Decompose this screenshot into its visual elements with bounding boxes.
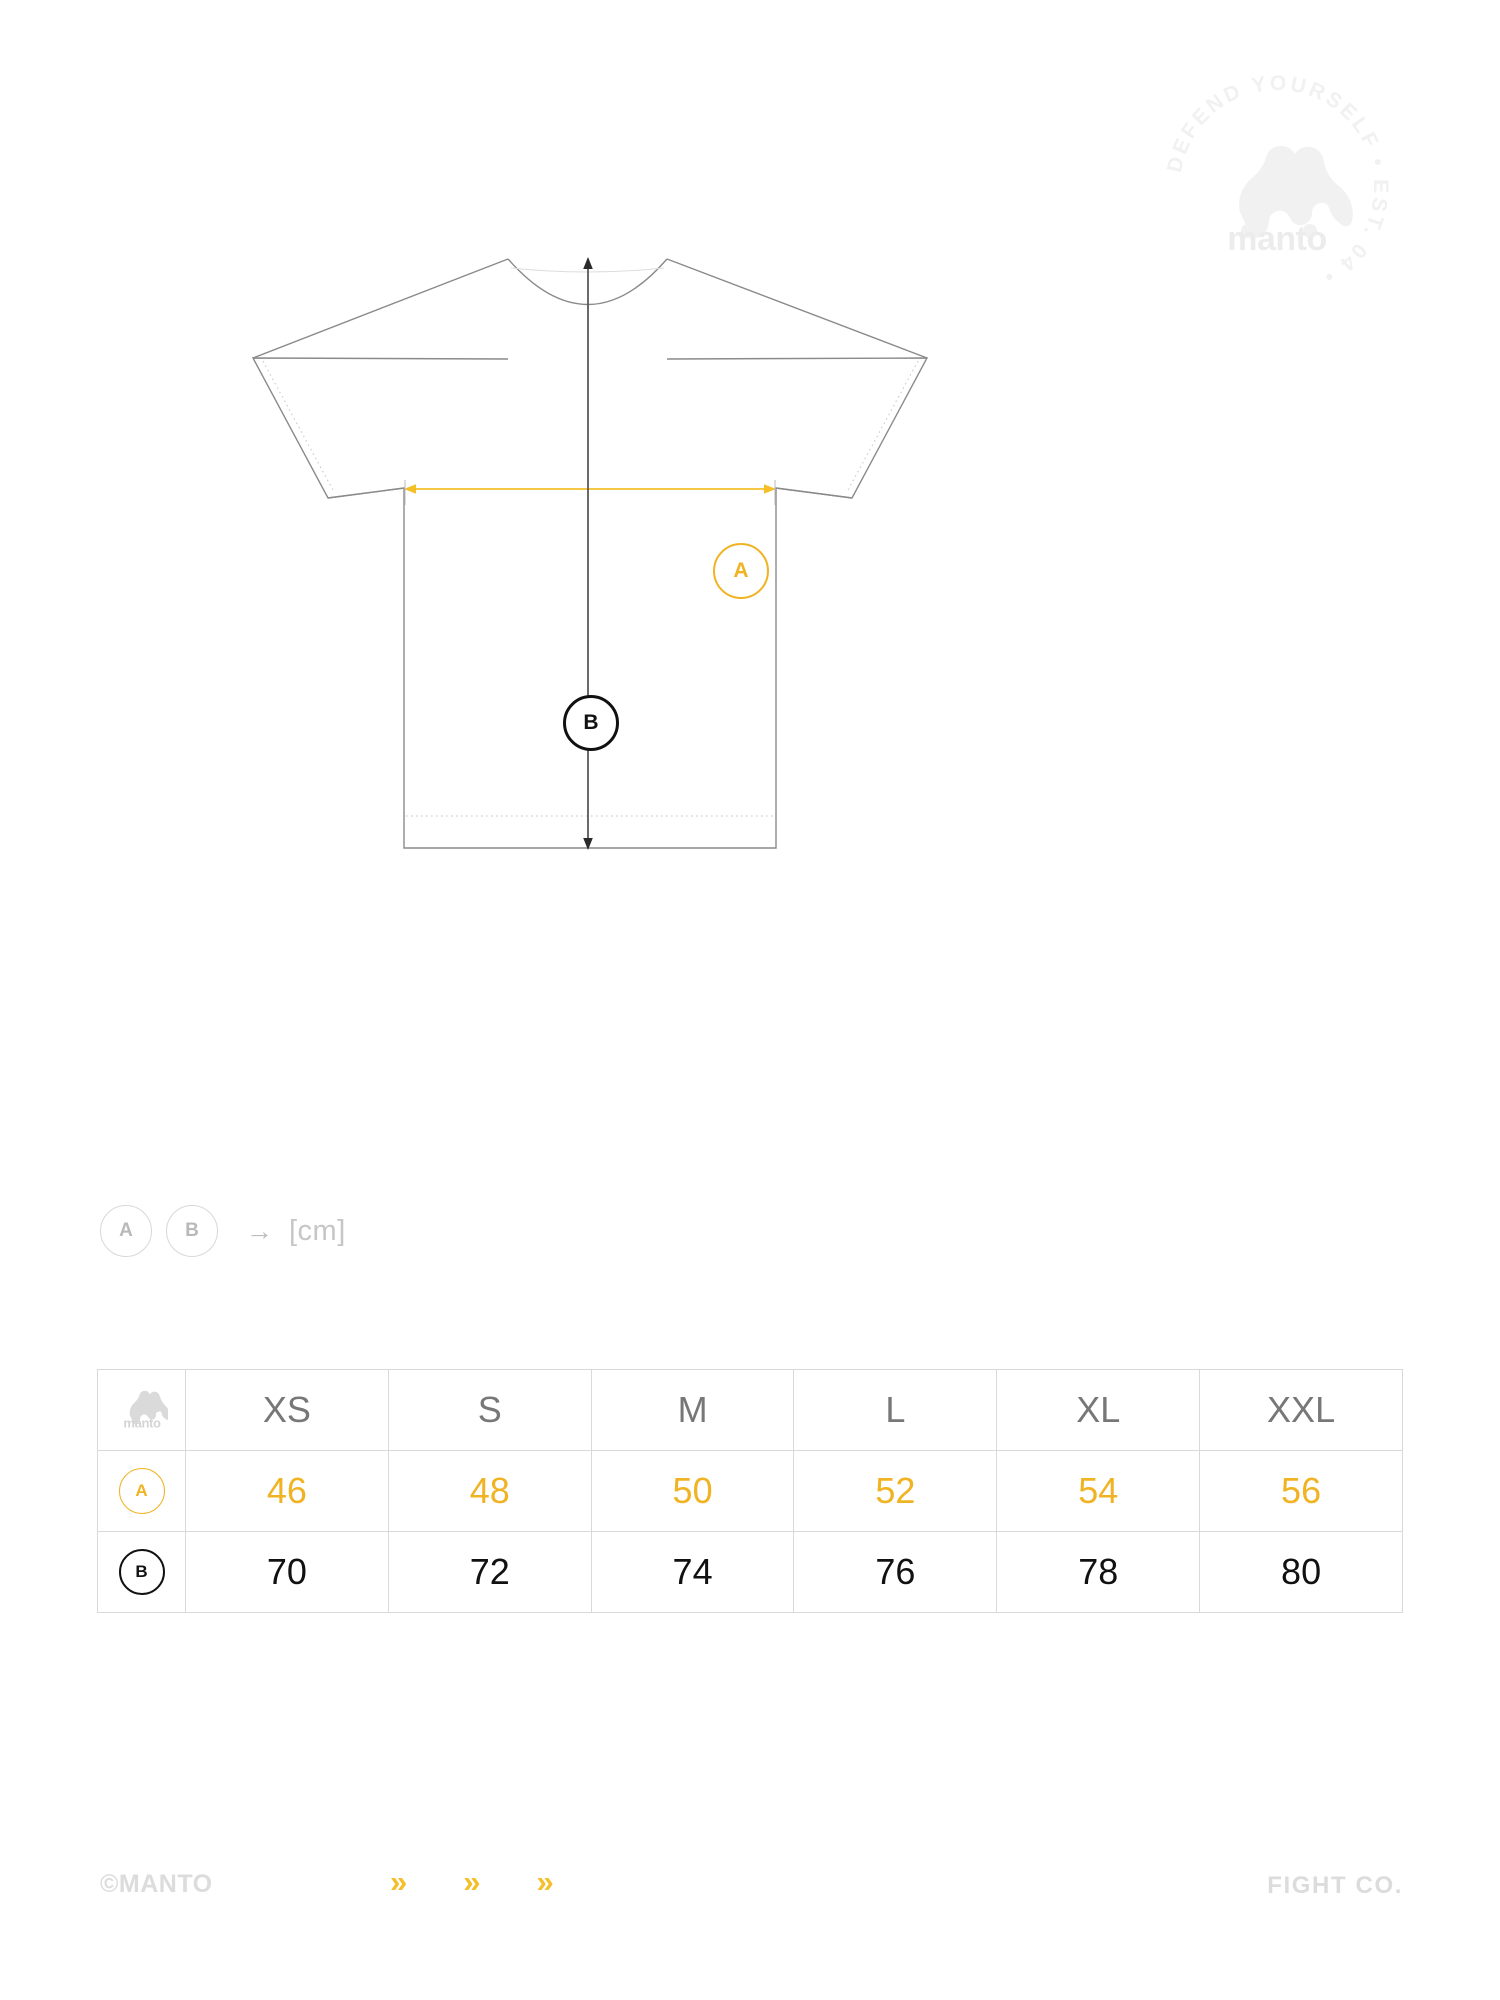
- legend-marker-b-label: B: [185, 1220, 199, 1241]
- cell-a-xxl: 56: [1199, 1450, 1403, 1532]
- legend-marker-b: B: [166, 1205, 218, 1257]
- manto-logo-icon: manto: [98, 1390, 185, 1430]
- size-header-m: M: [590, 1369, 795, 1451]
- arrow-right-icon: →: [246, 1215, 273, 1246]
- marker-b-label: B: [583, 711, 599, 734]
- cell-b-l: 76: [793, 1531, 998, 1613]
- footer-chevrons: » » »: [390, 1866, 554, 1897]
- double-chevron-right-icon: »: [390, 1864, 408, 1899]
- unit-label: [cm]: [289, 1214, 346, 1247]
- double-chevron-right-icon: »: [536, 1864, 554, 1899]
- cell-b-xl: 78: [996, 1531, 1201, 1613]
- marker-b: B: [563, 695, 619, 751]
- size-table: manto XS S M L XL XXL A 46: [97, 1369, 1403, 1613]
- watermark-wordmark: manto: [1227, 220, 1327, 258]
- table-row: B 70 72 74 76 78 80: [97, 1531, 1403, 1613]
- manto-logo-wordmark: manto: [123, 1415, 161, 1430]
- cell-a-l: 52: [793, 1450, 998, 1532]
- dimension-ticks-a: [404, 480, 776, 505]
- cell-b-m: 74: [590, 1531, 795, 1613]
- row-marker-a-cell: A: [97, 1450, 186, 1532]
- cell-a-m: 50: [590, 1450, 795, 1532]
- cell-b-xxl: 80: [1199, 1531, 1403, 1613]
- legend-marker-a: A: [100, 1205, 152, 1257]
- size-header-xs: XS: [185, 1369, 389, 1451]
- marker-a-label: A: [733, 559, 749, 582]
- footer: ©MANTO » » » FIGHT CO.: [0, 1860, 1500, 1920]
- footer-brand: FIGHT CO.: [1267, 1872, 1403, 1899]
- dimension-arrowheads-a: [404, 484, 776, 494]
- cell-b-s: 72: [387, 1531, 592, 1613]
- stitch-lines: [262, 360, 919, 817]
- row-marker-a: A: [118, 1468, 165, 1514]
- double-chevron-right-icon: »: [463, 1864, 481, 1899]
- cell-a-xs: 46: [185, 1450, 389, 1532]
- footer-copyright: ©MANTO: [100, 1870, 213, 1898]
- row-marker-b-cell: B: [97, 1531, 186, 1613]
- row-marker-a-label: A: [135, 1481, 148, 1500]
- dimension-arrowheads-b: [583, 257, 593, 850]
- row-marker-b-label: B: [135, 1562, 148, 1581]
- header-logo-cell: manto: [97, 1369, 186, 1451]
- legend: A B → [cm]: [100, 1205, 346, 1257]
- tshirt-outline: [251, 258, 929, 849]
- size-header-xxl: XXL: [1199, 1369, 1403, 1451]
- grappler-silhouette-icon: [1239, 146, 1353, 238]
- manto-watermark-badge: MANTO • DEFEND YOURSELF • EST. 04 • mant…: [1142, 44, 1402, 312]
- table-header-row: manto XS S M L XL XXL: [97, 1369, 1403, 1451]
- tshirt-diagram: [230, 230, 1270, 910]
- size-header-s: S: [387, 1369, 592, 1451]
- legend-marker-a-label: A: [119, 1220, 133, 1241]
- size-header-xl: XL: [996, 1369, 1201, 1451]
- cell-a-xl: 54: [996, 1450, 1201, 1532]
- cell-a-s: 48: [387, 1450, 592, 1532]
- size-header-l: L: [793, 1369, 998, 1451]
- marker-a: A: [713, 543, 769, 599]
- cell-b-xs: 70: [185, 1531, 389, 1613]
- table-row: A 46 48 50 52 54 56: [97, 1450, 1403, 1532]
- row-marker-b: B: [118, 1549, 165, 1595]
